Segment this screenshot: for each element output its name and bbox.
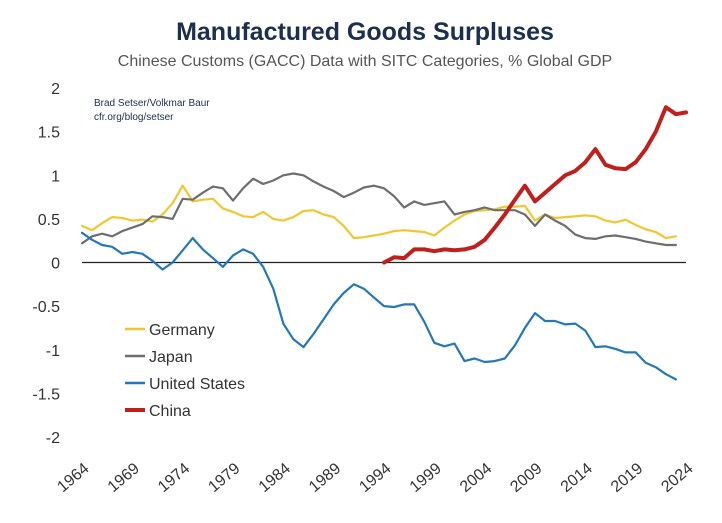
x-tick-label: 1969 bbox=[105, 460, 143, 496]
y-tick-label: 0.5 bbox=[38, 212, 60, 229]
y-tick-label: 1.5 bbox=[38, 125, 60, 142]
legend-label: China bbox=[149, 403, 191, 420]
chart-title: Manufactured Goods Surpluses bbox=[176, 18, 554, 46]
x-tick-label: 1984 bbox=[256, 460, 294, 496]
x-tick-label: 1994 bbox=[356, 460, 394, 496]
y-tick-label: -0.5 bbox=[32, 299, 60, 316]
x-tick-label: 1964 bbox=[54, 460, 92, 496]
y-axis-ticks: 2 1.5 1 0.5 0 -0.5 -1 -1.5 -2 bbox=[32, 81, 60, 447]
x-tick-label: 2019 bbox=[608, 460, 646, 496]
series-line-china bbox=[382, 105, 688, 265]
x-tick-label: 1979 bbox=[205, 460, 243, 496]
legend-label: Japan bbox=[149, 349, 193, 366]
legend: Germany Japan United States China bbox=[125, 322, 245, 420]
series-line-japan bbox=[80, 172, 678, 247]
source-line-2: cfr.org/blog/setser bbox=[94, 112, 174, 123]
x-tick-label: 2014 bbox=[558, 460, 596, 496]
y-tick-label: -1 bbox=[46, 343, 60, 360]
x-axis-ticks: 1964 1969 1974 1979 1984 1989 1994 1999 2004 2009… bbox=[54, 460, 696, 496]
series-line-united-states bbox=[80, 231, 678, 381]
series-line-germany bbox=[80, 184, 678, 240]
x-tick-label: 1974 bbox=[155, 460, 193, 496]
y-tick-label: -2 bbox=[46, 430, 60, 447]
y-tick-label: 2 bbox=[51, 81, 60, 98]
y-tick-label: 0 bbox=[51, 256, 60, 273]
source-line-1: Brad Setser/Volkmar Baur bbox=[94, 98, 210, 109]
legend-label: Germany bbox=[149, 322, 215, 339]
chart-subtitle: Chinese Customs (GACC) Data with SITC Ca… bbox=[118, 53, 612, 70]
y-tick-label: -1.5 bbox=[32, 386, 60, 403]
series-layer bbox=[80, 105, 688, 381]
legend-label: United States bbox=[149, 376, 245, 393]
x-tick-label: 2009 bbox=[507, 460, 545, 496]
x-tick-label: 2004 bbox=[457, 460, 495, 496]
x-tick-label: 1999 bbox=[407, 460, 445, 496]
y-tick-label: 1 bbox=[51, 168, 60, 185]
x-tick-label: 1989 bbox=[306, 460, 344, 496]
x-tick-label: 2024 bbox=[658, 460, 696, 496]
